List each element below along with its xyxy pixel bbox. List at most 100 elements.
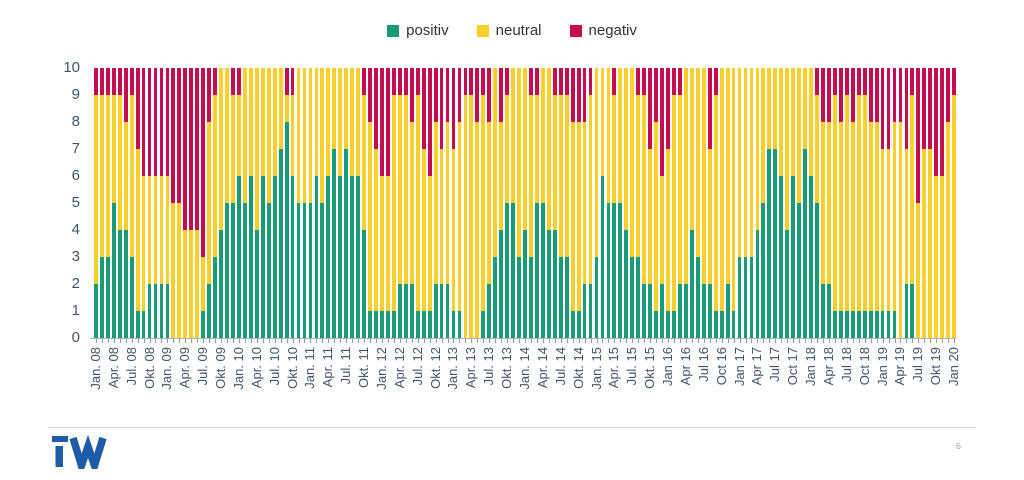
bar-month-113	[767, 68, 772, 338]
bar-segment	[290, 68, 295, 95]
bar-segment	[314, 68, 319, 176]
bar-segment	[94, 284, 98, 338]
x-tick-mark	[209, 339, 211, 343]
bar-segment	[254, 68, 259, 230]
x-tick-label: Apr. 11	[320, 347, 336, 388]
bar-segment	[117, 68, 122, 95]
x-tick-mark	[846, 339, 848, 343]
bar-segment	[499, 122, 504, 230]
bar-month-82	[582, 68, 587, 338]
bar-month-138	[916, 68, 921, 338]
x-tick-mark	[405, 339, 407, 343]
bar-segment	[409, 284, 414, 338]
x-tick-mark	[727, 339, 729, 343]
bar-month-8	[141, 68, 146, 338]
x-tick-label: Oct 17	[785, 347, 801, 386]
bar-segment	[427, 68, 432, 176]
x-tick-mark	[441, 339, 443, 343]
bar-segment	[535, 68, 539, 95]
bar-segment	[439, 149, 444, 284]
bar-segment	[904, 149, 909, 284]
bar-segment	[868, 68, 873, 122]
x-tick-mark	[715, 339, 717, 343]
x-tick-label: Okt. 14	[570, 347, 586, 389]
bar-month-107	[731, 68, 736, 338]
bar-segment	[719, 311, 724, 338]
bar-month-14	[177, 68, 182, 338]
x-tick-mark	[614, 339, 616, 343]
bar-segment	[362, 230, 366, 338]
bar-segment	[892, 311, 897, 338]
bar-segment	[678, 68, 682, 95]
x-tick-mark	[739, 339, 741, 343]
bar-month-63	[469, 68, 474, 338]
bar-month-44	[356, 68, 361, 338]
bar-segment	[380, 311, 384, 338]
bar-month-35	[302, 68, 307, 338]
bar-segment	[564, 68, 569, 95]
x-tick-mark	[364, 339, 366, 343]
x-tick-mark	[340, 339, 342, 343]
bar-segment	[302, 203, 307, 338]
bar-month-124	[833, 68, 837, 338]
bar-month-139	[922, 68, 927, 338]
x-tick-mark	[930, 339, 932, 343]
bar-month-115	[779, 68, 784, 338]
x-tick-label: Apr 19	[892, 347, 908, 386]
bar-segment	[934, 68, 939, 176]
bar-segment	[582, 68, 587, 122]
bar-segment	[237, 176, 241, 338]
bar-month-25	[242, 68, 247, 338]
x-tick-mark	[119, 339, 121, 343]
bar-segment	[791, 176, 796, 338]
bar-month-5	[123, 68, 128, 338]
bar-segment	[350, 68, 355, 176]
x-tick-label: Jan 16	[660, 347, 676, 387]
bar-segment	[391, 311, 396, 338]
bar-month-109	[743, 68, 748, 338]
bar-segment	[755, 230, 760, 338]
x-axis-line	[90, 338, 956, 339]
x-tick-mark	[775, 339, 777, 343]
bar-month-100	[689, 68, 694, 338]
bar-segment	[695, 257, 700, 338]
bar-segment	[505, 203, 510, 338]
x-tick-mark	[286, 339, 288, 343]
bar-segment	[338, 68, 343, 176]
bar-segment	[749, 68, 754, 257]
x-tick-mark	[191, 339, 193, 343]
x-tick-mark	[161, 339, 163, 343]
x-tick-mark	[900, 339, 902, 343]
x-tick-label: Jul. 12	[409, 347, 425, 386]
bar-segment	[475, 68, 480, 122]
bar-segment	[433, 284, 438, 338]
bar-segment	[558, 257, 563, 338]
bar-segment	[296, 68, 301, 203]
bar-segment	[290, 95, 295, 176]
bar-month-99	[684, 68, 688, 338]
x-tick-mark	[620, 339, 622, 343]
x-tick-mark	[328, 339, 330, 343]
x-tick-mark	[602, 339, 604, 343]
bar-segment	[654, 68, 658, 122]
x-tick-mark	[638, 339, 640, 343]
bar-month-111	[755, 68, 760, 338]
bar-segment	[135, 149, 140, 311]
x-tick-mark	[918, 339, 920, 343]
bar-segment	[380, 68, 384, 176]
y-tick-label: 1	[71, 302, 80, 319]
bar-month-36	[308, 68, 313, 338]
bar-month-132	[880, 68, 885, 338]
bar-segment	[636, 257, 641, 338]
x-tick-label: Okt. 13	[499, 347, 515, 389]
bar-month-86	[606, 68, 611, 338]
bar-segment	[606, 68, 611, 203]
bar-segment	[207, 68, 212, 122]
x-tick-mark	[519, 339, 521, 343]
bar-segment	[183, 68, 188, 230]
bar-segment	[880, 68, 885, 149]
bar-segment	[570, 122, 575, 311]
x-tick-mark	[513, 339, 515, 343]
x-tick-label: Okt. 09	[213, 347, 229, 389]
